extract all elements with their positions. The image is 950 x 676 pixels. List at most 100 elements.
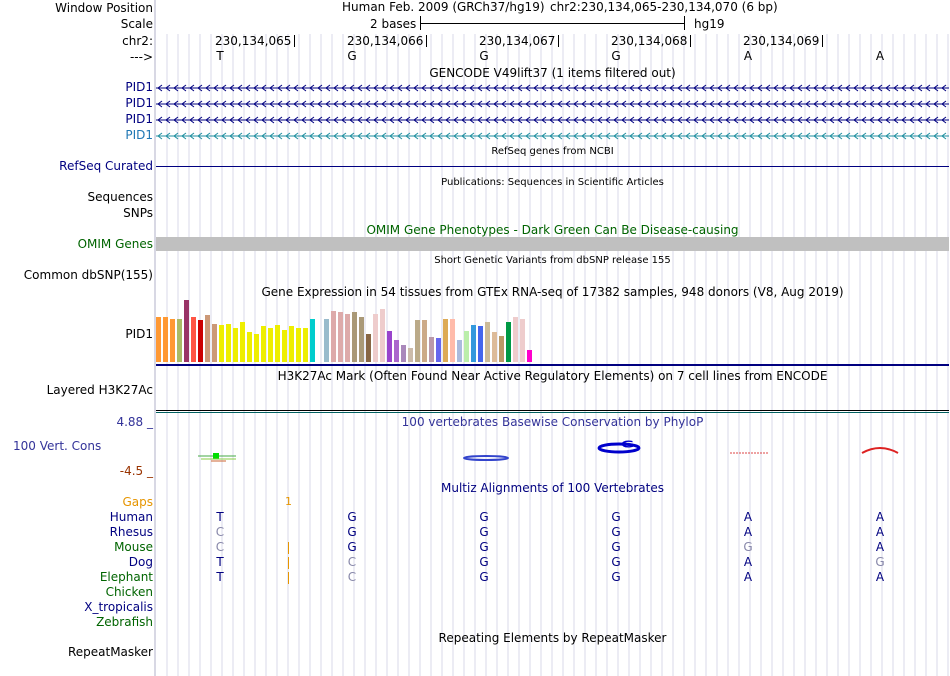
gtex-bar[interactable] [247, 332, 252, 362]
species-label[interactable]: Human [109, 510, 153, 524]
species-label[interactable]: Elephant [99, 570, 153, 584]
gtex-bar[interactable] [499, 336, 504, 362]
repeatmasker-title[interactable]: Repeating Elements by RepeatMasker [438, 631, 667, 645]
gtex-bar[interactable] [513, 317, 518, 362]
gtex-bar[interactable] [324, 319, 329, 362]
gtex-bar[interactable] [233, 328, 238, 362]
gencode-item-3-label[interactable]: PID1 [125, 112, 153, 126]
gtex-bar[interactable] [401, 345, 406, 362]
gtex-bar[interactable] [345, 314, 350, 362]
species-label[interactable]: Chicken [105, 585, 153, 599]
publications-sequences-label[interactable]: Sequences [87, 190, 153, 204]
publications-title[interactable]: Publications: Sequences in Scientific Ar… [441, 177, 664, 188]
omim-feature[interactable] [156, 237, 949, 251]
gtex-bar[interactable] [331, 311, 336, 362]
gtex-bar[interactable] [492, 332, 497, 362]
gtex-bar[interactable] [485, 322, 490, 362]
omim-label[interactable]: OMIM Genes [77, 237, 153, 251]
refseq-title[interactable]: RefSeq genes from NCBI [491, 146, 614, 157]
phylop-title[interactable]: 100 vertebrates Basewise Conservation by… [401, 415, 704, 429]
gtex-bar[interactable] [254, 334, 259, 362]
gtex-bar[interactable] [219, 325, 224, 362]
multiz-title[interactable]: Multiz Alignments of 100 Vertebrates [440, 481, 665, 495]
gtex-bar[interactable] [170, 319, 175, 362]
h3k27ac-label[interactable]: Layered H3K27Ac [46, 383, 153, 397]
gtex-bar[interactable] [261, 326, 266, 362]
species-label[interactable]: Zebrafish [96, 615, 153, 629]
strand-arrow [693, 116, 699, 124]
gencode-title[interactable]: GENCODE V49lift37 (1 items filtered out) [429, 66, 676, 80]
gtex-bar[interactable] [303, 328, 308, 362]
gtex-bar[interactable] [520, 319, 525, 362]
gtex-bar[interactable] [212, 324, 217, 362]
gtex-bar[interactable] [205, 315, 210, 362]
refseq-gene-line[interactable] [156, 166, 949, 167]
gtex-bar[interactable] [156, 317, 161, 362]
gaps-label[interactable]: Gaps [122, 495, 153, 509]
gtex-title[interactable]: Gene Expression in 54 tissues from GTEx … [261, 285, 844, 299]
gtex-bar[interactable] [177, 319, 182, 362]
gtex-bar[interactable] [464, 331, 469, 362]
gtex-bar[interactable] [268, 328, 273, 362]
gtex-bar[interactable] [457, 340, 462, 362]
dbsnp-title[interactable]: Short Genetic Variants from dbSNP releas… [434, 255, 671, 266]
strand-arrow [757, 100, 763, 108]
gtex-bar[interactable] [282, 330, 287, 362]
gtex-bar[interactable] [359, 317, 364, 362]
gtex-bar[interactable] [226, 324, 231, 362]
phylop-label[interactable]: 100 Vert. Cons [13, 439, 102, 453]
dbsnp-label[interactable]: Common dbSNP(155) [23, 268, 153, 282]
gtex-bar[interactable] [422, 320, 427, 362]
gencode-item-1-label[interactable]: PID1 [125, 80, 153, 94]
gtex-bar[interactable] [310, 319, 315, 362]
gtex-bar[interactable] [394, 340, 399, 362]
strand-arrow [365, 132, 371, 140]
gtex-bar[interactable] [366, 334, 371, 362]
species-label[interactable]: X_tropicalis [84, 600, 153, 614]
gtex-bar[interactable] [471, 325, 476, 362]
phylop-plot[interactable]: G [156, 438, 949, 468]
gtex-bar[interactable] [198, 320, 203, 362]
gencode-item-2-label[interactable]: PID1 [125, 96, 153, 110]
strand-arrow [357, 100, 363, 108]
gtex-bar[interactable] [352, 312, 357, 362]
gtex-bar[interactable] [506, 322, 511, 362]
gtex-bar[interactable] [429, 337, 434, 362]
strand-arrow [477, 132, 483, 140]
gencode-item-4-label[interactable]: PID1 [125, 128, 153, 142]
strand-arrow [629, 116, 635, 124]
gtex-bar[interactable] [296, 328, 301, 362]
strand-arrow [885, 132, 891, 140]
gtex-barchart[interactable] [156, 300, 536, 362]
gtex-bar[interactable] [387, 331, 392, 362]
omim-title[interactable]: OMIM Gene Phenotypes - Dark Green Can Be… [366, 223, 739, 237]
species-label[interactable]: Mouse [114, 540, 153, 554]
position-text[interactable]: chr2:230,134,065-230,134,070 (6 bp) [550, 0, 778, 14]
gtex-bar[interactable] [373, 314, 378, 362]
species-label[interactable]: Dog [128, 555, 153, 569]
repeatmasker-label[interactable]: RepeatMasker [67, 645, 153, 659]
gtex-bar[interactable] [184, 300, 189, 362]
gtex-bar[interactable] [240, 322, 245, 362]
gtex-bar[interactable] [191, 317, 196, 362]
strand-arrow [645, 116, 651, 124]
gtex-bar[interactable] [289, 326, 294, 362]
strand-arrow [269, 100, 275, 108]
gencode-gene-lines[interactable] [156, 80, 949, 142]
gtex-label[interactable]: PID1 [125, 327, 153, 341]
publications-snps-label[interactable]: SNPs [123, 206, 153, 220]
refseq-label[interactable]: RefSeq Curated [59, 159, 153, 173]
gtex-bar[interactable] [478, 326, 483, 362]
gtex-bar[interactable] [338, 312, 343, 362]
gtex-bar[interactable] [275, 325, 280, 362]
species-label[interactable]: Rhesus [109, 525, 153, 539]
gtex-bar[interactable] [527, 350, 532, 362]
gtex-bar[interactable] [450, 319, 455, 362]
gtex-bar[interactable] [443, 319, 448, 362]
h3k27ac-title[interactable]: H3K27Ac Mark (Often Found Near Active Re… [277, 369, 828, 383]
gtex-bar[interactable] [380, 309, 385, 362]
gtex-bar[interactable] [408, 348, 413, 362]
gtex-bar[interactable] [163, 317, 168, 362]
gtex-bar[interactable] [415, 320, 420, 362]
gtex-bar[interactable] [436, 338, 441, 362]
